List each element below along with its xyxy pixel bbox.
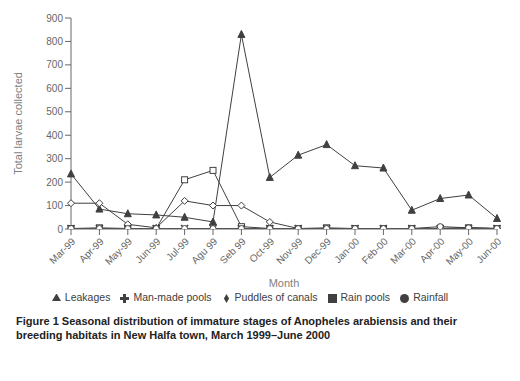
svg-text:0: 0 <box>57 224 63 235</box>
svg-text:Apr-99: Apr-99 <box>77 235 106 264</box>
svg-text:500: 500 <box>46 106 63 117</box>
svg-text:300: 300 <box>46 153 63 164</box>
html-text:Man-made pools: Man-made pools <box>133 291 212 303</box>
html-text:Figure 1 Seasonal distribution: Figure 1 Seasonal distribution of immatu… <box>16 315 457 341</box>
svg-text:Agu 99: Agu 99 <box>189 235 219 265</box>
svg-text:Mar-00: Mar-00 <box>388 235 418 265</box>
svg-text:800: 800 <box>46 36 63 47</box>
svg-text:Nov-99: Nov-99 <box>274 235 305 266</box>
svg-text:May-99: May-99 <box>103 235 135 267</box>
html-text:Puddles of canals: Puddles of canals <box>234 291 318 303</box>
svg-text:May-00: May-00 <box>444 235 476 267</box>
svg-text:Oct-99: Oct-99 <box>247 235 276 264</box>
html-text:Rainfall: Rainfall <box>413 291 449 303</box>
svg-text:Total larvae collected: Total larvae collected <box>12 72 24 175</box>
svg-text:Mar-99: Mar-99 <box>47 235 77 265</box>
svg-text:Jun-00: Jun-00 <box>474 235 504 265</box>
svg-text:400: 400 <box>46 130 63 141</box>
svg-text:Month: Month <box>269 277 300 289</box>
svg-text:200: 200 <box>46 177 63 188</box>
svg-text:Dec-99: Dec-99 <box>302 235 333 266</box>
svg-text:Seb 99: Seb 99 <box>218 235 248 265</box>
html-text:Leakages: Leakages <box>64 291 111 303</box>
svg-text:Jan-00: Jan-00 <box>332 235 362 265</box>
svg-text:Apr-00: Apr-00 <box>418 235 447 264</box>
html-text:Rain pools: Rain pools <box>340 291 391 303</box>
svg-text:Jul-99: Jul-99 <box>164 235 191 262</box>
svg-text:100: 100 <box>46 200 63 211</box>
svg-text:Jun-99: Jun-99 <box>133 235 163 265</box>
svg-text:700: 700 <box>46 59 63 70</box>
svg-text:Feb-00: Feb-00 <box>360 235 390 265</box>
svg-text:900: 900 <box>46 13 63 24</box>
svg-text:600: 600 <box>46 83 63 94</box>
